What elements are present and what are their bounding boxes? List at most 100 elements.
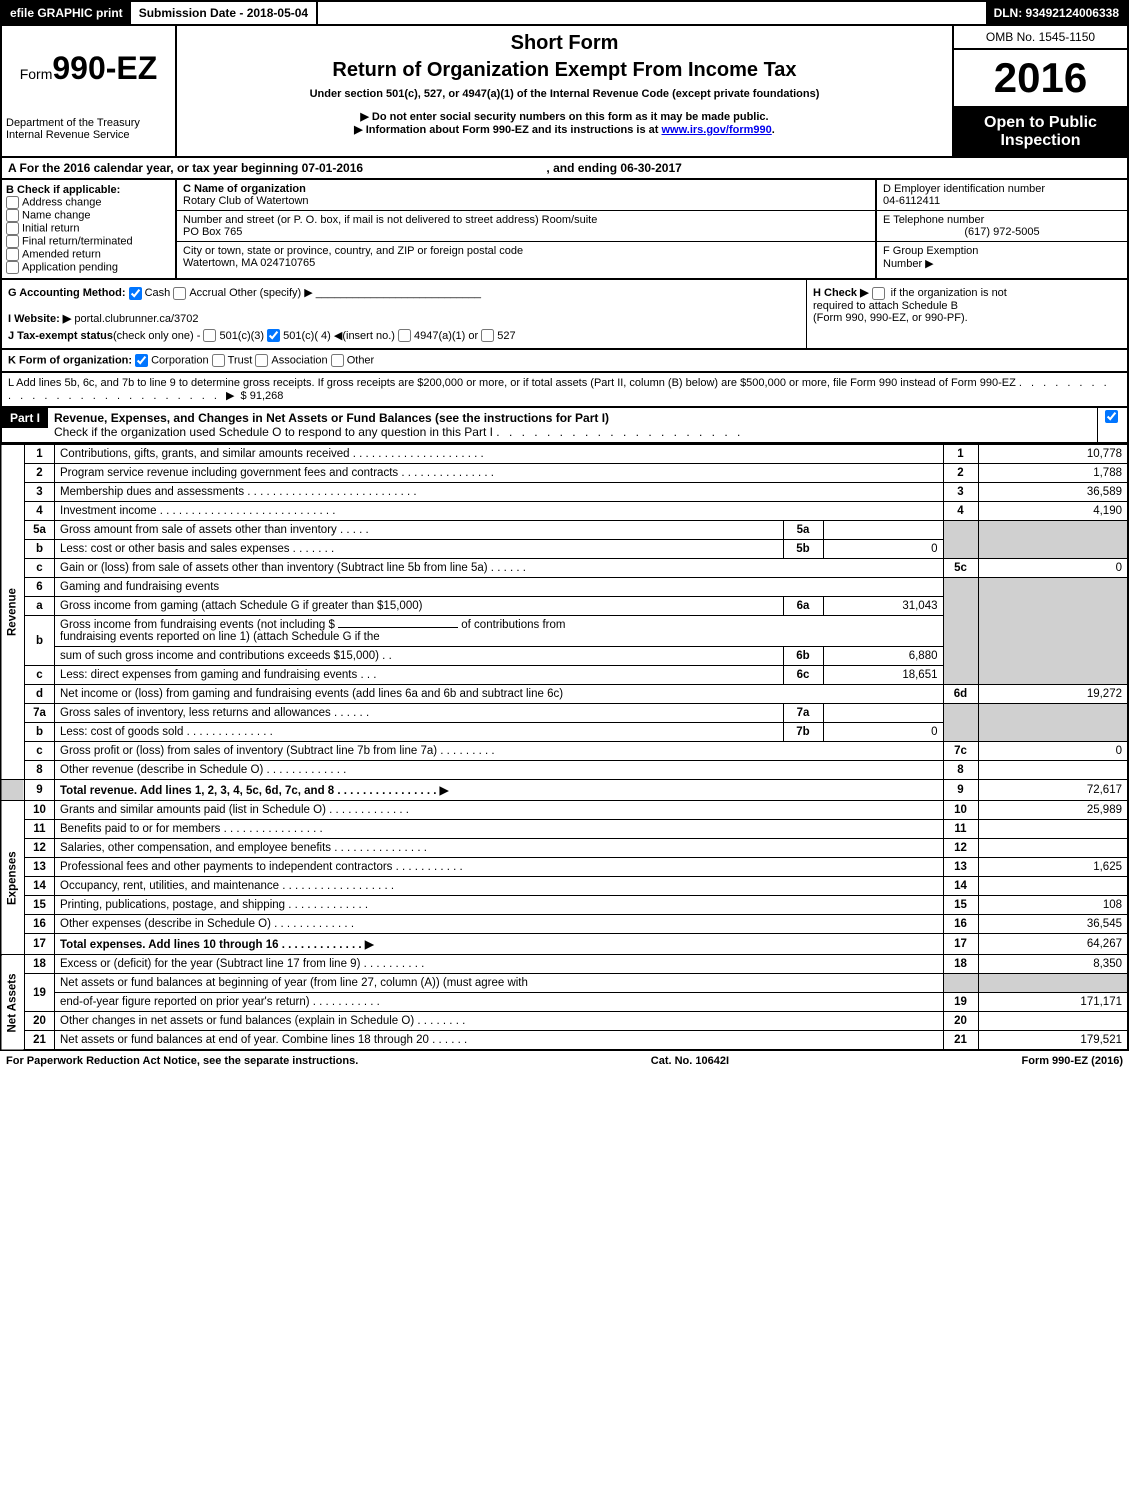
l16-text: Other expenses (describe in Schedule O) … xyxy=(55,915,944,934)
j-527-check[interactable] xyxy=(481,329,494,342)
g-cash-check[interactable] xyxy=(129,287,142,300)
tax-year: 2016 xyxy=(954,50,1127,108)
l1-box: 1 xyxy=(943,445,978,464)
initial-return-check[interactable] xyxy=(6,222,19,235)
l4-num: 4 xyxy=(25,502,55,521)
l18-box: 18 xyxy=(943,955,978,974)
address-change-check[interactable] xyxy=(6,196,19,209)
amended-return-check[interactable] xyxy=(6,248,19,261)
k-other: Other xyxy=(347,355,375,367)
c-name-value: Rotary Club of Watertown xyxy=(183,195,869,207)
l7b-num: b xyxy=(25,723,55,742)
j-501c3-check[interactable] xyxy=(203,329,216,342)
l17-text-b: Total expenses. Add lines 10 through 16 … xyxy=(60,939,374,951)
l5c-amt: 0 xyxy=(978,559,1128,578)
do-not-enter: ▶ Do not enter social security numbers o… xyxy=(183,110,946,123)
d-cell: D Employer identification number 04-6112… xyxy=(877,180,1127,211)
l13-text: Professional fees and other payments to … xyxy=(55,858,944,877)
k-label: K Form of organization: xyxy=(8,355,132,367)
l7-grey xyxy=(943,704,978,742)
name-change-check[interactable] xyxy=(6,209,19,222)
k-corp-check[interactable] xyxy=(135,354,148,367)
l3-text: Membership dues and assessments . . . . … xyxy=(55,483,944,502)
part-i-checkbox[interactable] xyxy=(1105,410,1118,423)
l11-box: 11 xyxy=(943,820,978,839)
l10-num: 10 xyxy=(25,801,55,820)
l19-num: 19 xyxy=(25,974,55,1012)
f-label2: Number ▶ xyxy=(883,258,934,270)
l6b-num: b xyxy=(25,616,55,666)
l15-num: 15 xyxy=(25,896,55,915)
address-change: Address change xyxy=(22,196,102,208)
spacer xyxy=(318,2,985,24)
l7a-subval xyxy=(823,704,943,723)
l19-grey xyxy=(943,974,978,993)
c-city-label: City or town, state or province, country… xyxy=(183,245,869,257)
l8-text: Other revenue (describe in Schedule O) .… xyxy=(55,761,944,780)
part-i-title: Revenue, Expenses, and Changes in Net As… xyxy=(54,411,609,425)
l7a-sub: 7a xyxy=(783,704,823,723)
j-4947: 4947(a)(1) or xyxy=(414,330,478,342)
l6a-sub: 6a xyxy=(783,597,823,616)
h-text2: required to attach Schedule B xyxy=(813,300,958,312)
g-other: Other (specify) ▶ xyxy=(229,287,313,299)
l17-num: 17 xyxy=(25,934,55,955)
form-header: Form990-EZ Department of the Treasury In… xyxy=(0,26,1129,158)
l11-amt xyxy=(978,820,1128,839)
l6b-t2: of contributions from xyxy=(461,619,565,631)
j-501c-check[interactable] xyxy=(267,329,280,342)
l17-text: Total expenses. Add lines 10 through 16 … xyxy=(55,934,944,955)
l-amount: $ 91,268 xyxy=(241,390,284,402)
dln-number: DLN: 93492124006338 xyxy=(986,2,1127,24)
k-assoc-check[interactable] xyxy=(255,354,268,367)
l18-amt: 8,350 xyxy=(978,955,1128,974)
e-label: E Telephone number xyxy=(883,214,1121,226)
side-expenses: Expenses xyxy=(1,801,25,955)
k-other-check[interactable] xyxy=(331,354,344,367)
d-value: 04-6112411 xyxy=(883,195,1121,207)
l10-amt: 25,989 xyxy=(978,801,1128,820)
k-trust-check[interactable] xyxy=(212,354,225,367)
j-501c: 501(c)( 4) ◀(insert no.) xyxy=(283,330,395,342)
return-title: Return of Organization Exempt From Incom… xyxy=(183,59,946,82)
l1-num: 1 xyxy=(25,445,55,464)
l4-box: 4 xyxy=(943,502,978,521)
l4-text: Investment income . . . . . . . . . . . … xyxy=(55,502,944,521)
l14-text: Occupancy, rent, utilities, and maintena… xyxy=(55,877,944,896)
l6c-sub: 6c xyxy=(783,666,823,685)
l10-text: Grants and similar amounts paid (list in… xyxy=(55,801,944,820)
l6a-subval: 31,043 xyxy=(823,597,943,616)
final-return-check[interactable] xyxy=(6,235,19,248)
short-form-title: Short Form xyxy=(183,32,946,55)
l2-text: Program service revenue including govern… xyxy=(55,464,944,483)
j-4947-check[interactable] xyxy=(398,329,411,342)
j-label: J Tax-exempt status xyxy=(8,330,113,342)
l7b-text: Less: cost of goods sold . . . . . . . .… xyxy=(55,723,784,742)
l16-amt: 36,545 xyxy=(978,915,1128,934)
l5c-text: Gain or (loss) from sale of assets other… xyxy=(55,559,944,578)
l16-num: 16 xyxy=(25,915,55,934)
part-i-checkbox-cell xyxy=(1097,408,1127,442)
g-accrual-check[interactable] xyxy=(173,287,186,300)
info-link[interactable]: www.irs.gov/form990 xyxy=(662,124,772,136)
h-check[interactable] xyxy=(872,287,885,300)
l11-text: Benefits paid to or for members . . . . … xyxy=(55,820,944,839)
l2-box: 2 xyxy=(943,464,978,483)
l7b-sub: 7b xyxy=(783,723,823,742)
l15-amt: 108 xyxy=(978,896,1128,915)
l3-num: 3 xyxy=(25,483,55,502)
l1-amt: 10,778 xyxy=(978,445,1128,464)
k-corp: Corporation xyxy=(151,355,208,367)
k-trust: Trust xyxy=(228,355,253,367)
open-public-2: Inspection xyxy=(960,132,1121,150)
l20-amt xyxy=(978,1012,1128,1031)
l19-box: 19 xyxy=(943,993,978,1012)
l9-box: 9 xyxy=(943,780,978,801)
section-a: A For the 2016 calendar year, or tax yea… xyxy=(0,158,1129,180)
l6d-text: Net income or (loss) from gaming and fun… xyxy=(55,685,944,704)
l6-grey xyxy=(943,578,978,685)
l5b-sub: 5b xyxy=(783,540,823,559)
efile-label[interactable]: efile GRAPHIC print xyxy=(2,2,131,24)
e-cell: E Telephone number (617) 972-5005 xyxy=(877,211,1127,242)
application-pending-check[interactable] xyxy=(6,261,19,274)
